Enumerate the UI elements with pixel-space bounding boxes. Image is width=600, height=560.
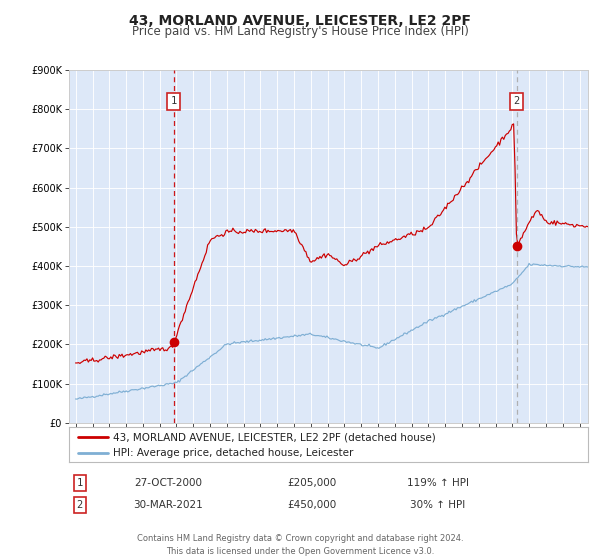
Text: £450,000: £450,000: [287, 500, 337, 510]
Text: Contains HM Land Registry data © Crown copyright and database right 2024.
This d: Contains HM Land Registry data © Crown c…: [137, 534, 463, 556]
Text: 43, MORLAND AVENUE, LEICESTER, LE2 2PF: 43, MORLAND AVENUE, LEICESTER, LE2 2PF: [129, 14, 471, 28]
Text: 1: 1: [170, 96, 177, 106]
Text: £205,000: £205,000: [287, 478, 337, 488]
Text: 2: 2: [77, 500, 83, 510]
Text: 27-OCT-2000: 27-OCT-2000: [134, 478, 202, 488]
Text: 30% ↑ HPI: 30% ↑ HPI: [410, 500, 466, 510]
Text: 1: 1: [77, 478, 83, 488]
Text: 119% ↑ HPI: 119% ↑ HPI: [407, 478, 469, 488]
Text: 30-MAR-2021: 30-MAR-2021: [133, 500, 203, 510]
Text: Price paid vs. HM Land Registry's House Price Index (HPI): Price paid vs. HM Land Registry's House …: [131, 25, 469, 38]
Text: 43, MORLAND AVENUE, LEICESTER, LE2 2PF (detached house): 43, MORLAND AVENUE, LEICESTER, LE2 2PF (…: [113, 432, 436, 442]
Text: HPI: Average price, detached house, Leicester: HPI: Average price, detached house, Leic…: [113, 449, 353, 458]
Text: 2: 2: [514, 96, 520, 106]
